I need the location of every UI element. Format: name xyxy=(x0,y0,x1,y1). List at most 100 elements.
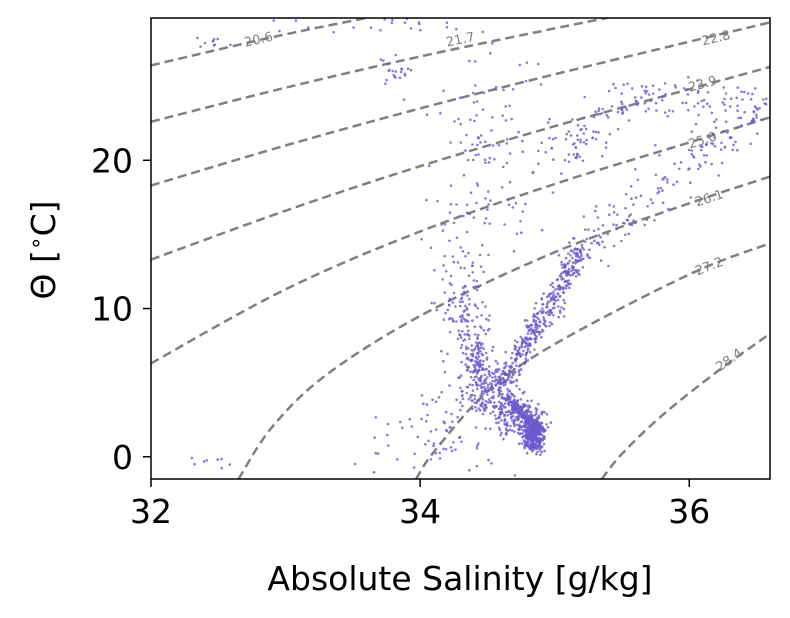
data-point xyxy=(538,321,541,324)
data-point xyxy=(749,142,753,146)
data-point xyxy=(525,336,528,340)
data-point xyxy=(487,370,491,373)
data-point xyxy=(599,259,603,262)
data-point xyxy=(489,52,492,55)
data-point xyxy=(422,402,425,406)
data-point xyxy=(528,336,532,340)
data-point xyxy=(597,241,600,244)
data-point xyxy=(581,246,584,249)
data-point xyxy=(513,424,516,428)
data-point xyxy=(476,143,479,147)
data-point xyxy=(487,458,490,462)
data-point xyxy=(448,282,452,285)
x-tick-label: 36 xyxy=(668,492,710,531)
data-point xyxy=(640,96,643,99)
data-point xyxy=(710,142,713,145)
contour-28.4 xyxy=(600,332,770,479)
data-point xyxy=(556,292,560,295)
data-point xyxy=(482,328,486,332)
data-point xyxy=(492,372,496,376)
data-point xyxy=(567,160,571,164)
data-point xyxy=(616,127,620,131)
data-point xyxy=(482,359,485,363)
data-point xyxy=(560,306,563,309)
data-point xyxy=(476,337,479,341)
data-point xyxy=(504,105,508,108)
data-point xyxy=(468,469,471,472)
data-point xyxy=(525,359,528,363)
data-point xyxy=(520,345,524,349)
data-point xyxy=(469,370,472,374)
data-point xyxy=(516,415,519,419)
data-point xyxy=(558,284,561,288)
data-point xyxy=(755,113,758,117)
data-point xyxy=(470,344,474,347)
data-point xyxy=(673,162,676,166)
data-point xyxy=(551,281,554,285)
data-point xyxy=(517,428,521,432)
data-point xyxy=(465,211,469,215)
data-point xyxy=(510,403,514,407)
data-point xyxy=(582,116,586,119)
data-point xyxy=(450,283,453,287)
data-point xyxy=(460,343,464,347)
data-point xyxy=(465,347,468,351)
data-point xyxy=(461,390,464,393)
data-point xyxy=(465,203,469,207)
data-point xyxy=(448,330,452,334)
data-point xyxy=(501,114,504,117)
data-point xyxy=(480,392,484,395)
data-point xyxy=(700,99,703,103)
data-point xyxy=(559,272,563,276)
data-point xyxy=(519,220,522,223)
data-point xyxy=(484,197,487,200)
data-point xyxy=(449,446,453,449)
data-point xyxy=(500,395,504,399)
data-point xyxy=(688,148,691,152)
data-point xyxy=(689,196,693,199)
data-point xyxy=(471,264,474,268)
data-point xyxy=(494,384,498,387)
data-point xyxy=(374,451,378,455)
data-point xyxy=(472,279,476,282)
data-point xyxy=(481,386,484,389)
data-point xyxy=(537,317,540,321)
data-point xyxy=(550,146,554,150)
data-point xyxy=(466,356,469,360)
data-point xyxy=(490,129,493,132)
data-point xyxy=(502,383,505,387)
data-point xyxy=(432,444,435,448)
data-point xyxy=(726,131,729,134)
data-point xyxy=(460,320,464,324)
data-point xyxy=(592,229,596,233)
data-point xyxy=(483,409,487,413)
data-point xyxy=(654,144,657,147)
data-point xyxy=(592,130,595,133)
data-point xyxy=(487,389,490,393)
data-point xyxy=(627,119,631,122)
data-point xyxy=(690,130,694,133)
data-point xyxy=(522,417,525,420)
data-point xyxy=(487,398,491,401)
data-point xyxy=(376,452,380,455)
data-point xyxy=(622,83,625,86)
data-point xyxy=(481,397,485,401)
data-point xyxy=(548,117,551,121)
data-point xyxy=(508,180,512,184)
data-point xyxy=(740,90,743,94)
contour-label-21.7: 21.7 xyxy=(445,30,476,51)
data-point xyxy=(400,67,404,71)
data-point xyxy=(474,356,478,360)
data-point xyxy=(616,213,619,216)
data-point xyxy=(708,105,711,108)
data-point xyxy=(554,295,558,299)
data-point xyxy=(677,167,681,171)
data-point xyxy=(482,382,486,385)
data-point xyxy=(525,61,529,64)
data-point xyxy=(484,381,488,385)
data-point xyxy=(440,223,444,226)
data-point xyxy=(551,285,555,289)
data-point xyxy=(524,357,528,361)
data-point xyxy=(425,198,428,202)
data-point xyxy=(552,314,555,317)
